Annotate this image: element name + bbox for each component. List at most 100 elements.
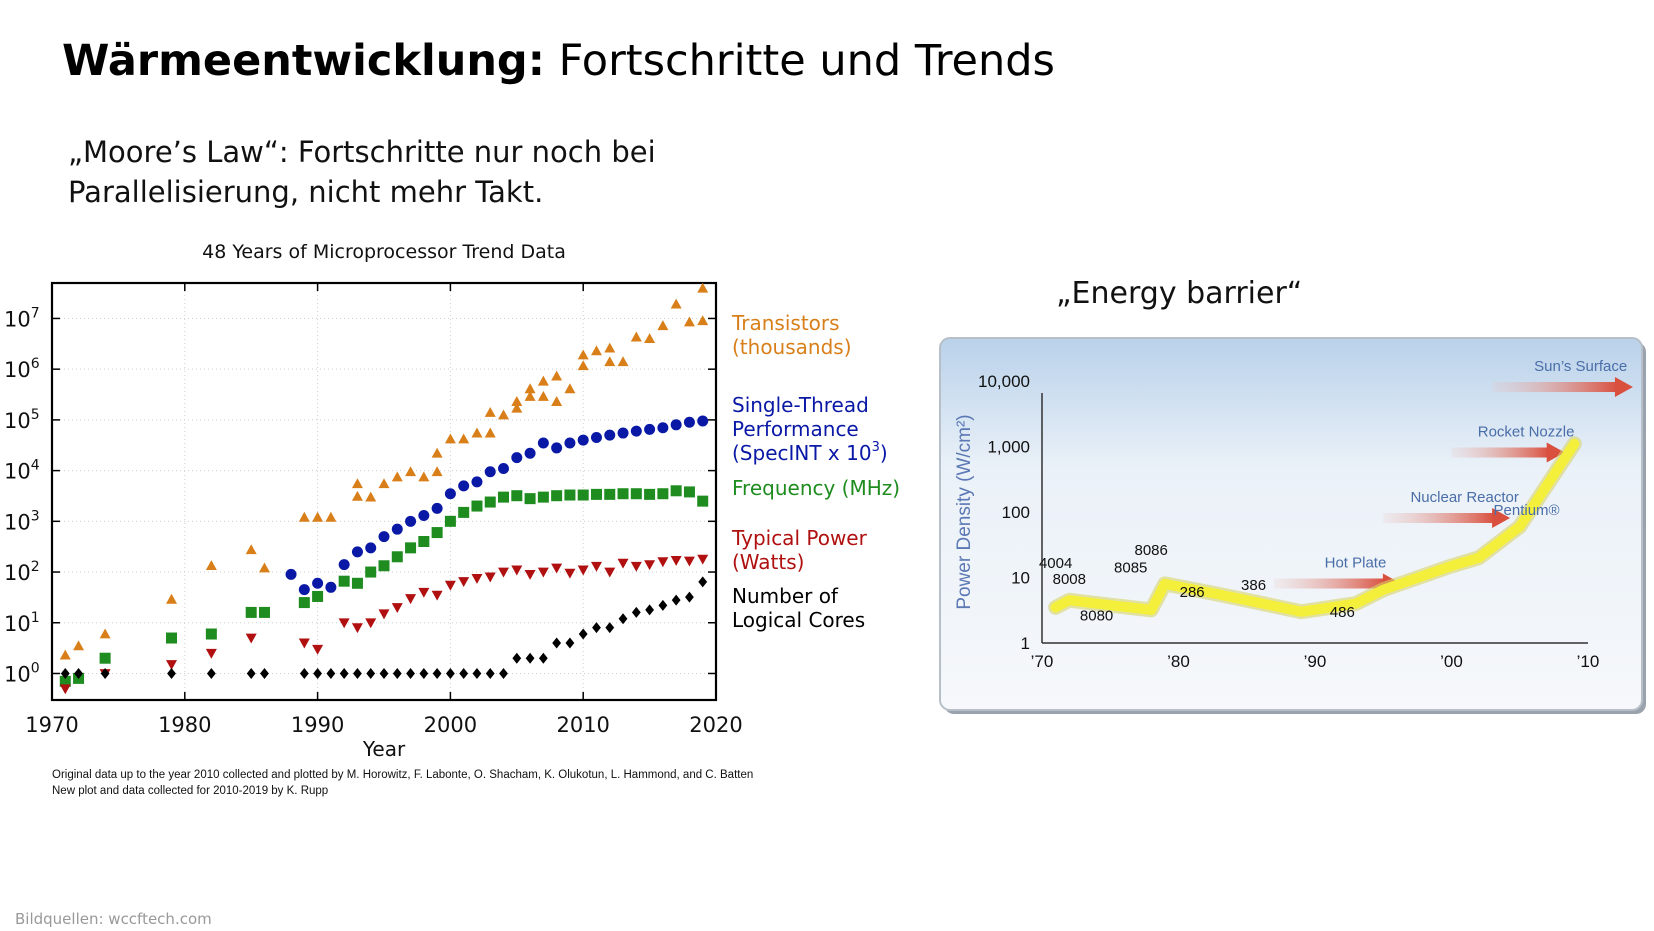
processor-label: 386	[1241, 577, 1266, 594]
data-point	[405, 466, 417, 477]
data-point	[418, 510, 430, 522]
y-tick-label: 100	[1002, 503, 1030, 522]
plot-frame	[50, 281, 718, 702]
y-tick-label: 1,000	[987, 438, 1030, 457]
processor-label: 8008	[1053, 571, 1086, 588]
data-point	[59, 649, 71, 660]
trend-line	[1050, 438, 1580, 617]
x-tick-label: ’90	[1304, 652, 1327, 671]
data-point	[630, 488, 642, 500]
data-point	[605, 622, 615, 634]
data-point	[524, 493, 536, 505]
slide-title-bold: Wärmeentwicklung:	[62, 36, 545, 86]
data-point	[551, 442, 563, 454]
data-point	[391, 523, 403, 535]
data-point	[564, 568, 576, 579]
data-point	[339, 667, 349, 679]
data-point	[670, 485, 682, 497]
x-tick-label: 2020	[689, 713, 742, 737]
data-point	[604, 488, 616, 500]
data-point	[630, 561, 642, 572]
legend-label: (thousands)	[732, 335, 852, 359]
data-point	[511, 452, 523, 464]
data-point	[444, 488, 456, 500]
data-point	[418, 471, 430, 482]
data-point	[313, 667, 322, 679]
data-point	[551, 563, 563, 574]
data-point	[365, 618, 377, 629]
data-point	[405, 594, 417, 605]
data-point	[644, 333, 656, 344]
data-point	[484, 466, 496, 478]
x-tick-label: 2000	[424, 713, 477, 737]
data-point	[485, 667, 495, 679]
data-point	[577, 434, 589, 446]
data-point	[645, 604, 654, 616]
data-point	[683, 556, 695, 567]
data-point	[166, 593, 178, 604]
data-point	[657, 320, 669, 331]
data-point	[338, 618, 350, 629]
y-tick-label: 10	[1011, 569, 1030, 588]
data-point	[537, 375, 549, 386]
data-point	[644, 560, 656, 571]
data-point	[525, 652, 535, 664]
data-point	[459, 667, 469, 679]
data-point	[552, 637, 562, 649]
data-point	[351, 490, 363, 501]
series-triangle-down	[59, 554, 709, 695]
data-point	[604, 342, 616, 353]
y-tick-label: 101	[4, 610, 40, 636]
data-point	[658, 599, 668, 611]
data-point	[631, 606, 641, 618]
data-point	[697, 554, 709, 565]
data-point	[458, 480, 470, 492]
data-point	[446, 667, 455, 679]
series-triangle	[59, 282, 709, 660]
x-axis-label: Year	[362, 737, 406, 761]
data-point	[444, 515, 456, 527]
data-point	[444, 580, 456, 591]
data-point	[577, 349, 589, 360]
data-point	[166, 632, 178, 644]
data-point	[298, 597, 310, 609]
data-point	[353, 667, 362, 679]
data-point	[205, 560, 217, 570]
footnote-line-1: Original data up to the year 2010 collec…	[52, 769, 753, 781]
data-point	[537, 437, 549, 449]
data-point	[590, 345, 602, 356]
data-point	[630, 425, 642, 437]
data-point	[537, 390, 549, 401]
data-point	[577, 565, 589, 576]
data-point	[391, 603, 403, 613]
data-point	[351, 577, 363, 589]
data-point	[418, 536, 430, 548]
data-point	[683, 486, 695, 498]
slide-title: Wärmeentwicklung: Fortschritte und Trend…	[62, 36, 1055, 86]
data-point	[100, 667, 110, 679]
data-point	[431, 590, 443, 601]
x-tick-label: ’80	[1167, 652, 1190, 671]
data-point	[298, 511, 310, 522]
data-point	[484, 572, 496, 583]
data-point	[590, 488, 602, 500]
data-point	[73, 640, 85, 651]
data-point	[617, 488, 629, 500]
x-tick-label: ’70	[1031, 652, 1054, 671]
processor-label: 8085	[1114, 559, 1147, 576]
data-point	[419, 667, 429, 679]
series-circle	[285, 415, 709, 596]
data-point	[670, 419, 682, 431]
data-point	[418, 587, 430, 598]
data-point	[258, 562, 270, 573]
data-point	[524, 447, 536, 459]
data-point	[524, 390, 536, 401]
data-point	[444, 433, 456, 444]
data-point	[617, 558, 629, 569]
data-point	[484, 427, 496, 438]
data-point	[60, 667, 70, 679]
data-point	[325, 511, 337, 522]
legend-label: Single-Thread	[732, 393, 869, 417]
x-tick-label: ’00	[1440, 652, 1463, 671]
data-point	[670, 555, 682, 566]
